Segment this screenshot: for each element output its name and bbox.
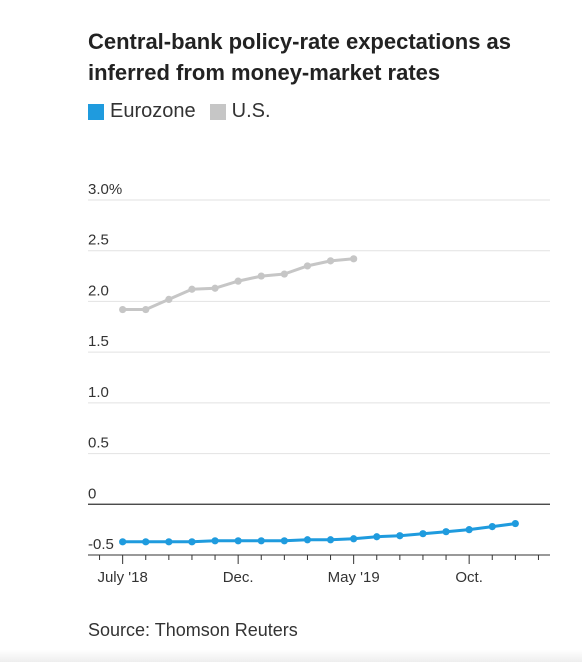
- data-point-us: [350, 255, 358, 263]
- y-axis-tick-labels: 3.0% 2.5 2.0 1.5 1.0 0.5 0 -0.5: [88, 181, 122, 553]
- y-tick-label: 0: [88, 485, 96, 502]
- data-point-eurozone: [119, 538, 127, 546]
- data-point-eurozone: [257, 537, 265, 545]
- data-point-us: [280, 270, 288, 278]
- y-tick-label: 0.5: [88, 435, 109, 452]
- gridlines: [88, 199, 550, 556]
- y-tick-label: -0.5: [88, 536, 114, 553]
- legend-item-us: U.S.: [209, 100, 271, 123]
- data-point-us: [234, 277, 242, 285]
- data-point-eurozone: [373, 533, 381, 541]
- y-tick-label: 3.0%: [88, 181, 122, 198]
- data-point-eurozone: [326, 536, 335, 544]
- data-point-eurozone: [488, 523, 496, 531]
- data-point-eurozone: [465, 526, 473, 534]
- legend-item-eurozone: Eurozone: [88, 100, 196, 123]
- legend-swatch-us: [209, 103, 226, 120]
- series-lines: [119, 255, 519, 546]
- data-point-us: [188, 285, 196, 293]
- chart-title: Central-bank policy-rate expectations as…: [88, 29, 512, 85]
- data-point-us: [142, 305, 150, 314]
- x-axis: July '18 Dec. May '19 Oct.: [88, 554, 550, 586]
- y-tick-label: 1.0: [88, 384, 109, 401]
- data-point-eurozone: [234, 537, 242, 545]
- data-point-eurozone: [419, 530, 427, 538]
- data-point-eurozone: [511, 519, 519, 528]
- y-tick-label: 1.5: [88, 333, 109, 350]
- data-point-us: [119, 305, 127, 314]
- data-point-eurozone: [350, 535, 358, 543]
- data-point-eurozone: [280, 537, 288, 545]
- y-tick-label: 2.5: [88, 232, 109, 249]
- legend-swatch-eurozone: [88, 103, 104, 120]
- x-tick-label: Dec.: [223, 569, 254, 586]
- data-point-eurozone: [442, 528, 450, 536]
- data-point-us: [211, 284, 219, 292]
- page-bottom-edge: [0, 650, 582, 662]
- series-us: [119, 255, 358, 314]
- x-tick-label: July '18: [97, 569, 147, 586]
- series-eurozone: [119, 519, 519, 546]
- data-point-us: [257, 272, 265, 280]
- data-point-us: [326, 257, 335, 265]
- legend-label-us: U.S.: [231, 100, 271, 122]
- data-point-us: [303, 262, 312, 270]
- data-point-us: [165, 295, 173, 303]
- series-line-eurozone: [121, 522, 517, 544]
- x-tick-label: May '19: [328, 569, 380, 586]
- legend: Eurozone U.S.: [88, 100, 285, 123]
- legend-label-eurozone: Eurozone: [110, 100, 196, 122]
- data-point-eurozone: [211, 537, 219, 545]
- data-point-eurozone: [165, 538, 173, 546]
- source-note: Source: Thomson Reuters: [88, 620, 298, 640]
- data-point-eurozone: [142, 538, 150, 546]
- data-point-eurozone: [188, 538, 196, 546]
- data-point-eurozone: [303, 536, 312, 544]
- data-point-eurozone: [396, 532, 404, 540]
- x-tick-label: Oct.: [455, 569, 483, 586]
- y-tick-label: 2.0: [88, 282, 109, 299]
